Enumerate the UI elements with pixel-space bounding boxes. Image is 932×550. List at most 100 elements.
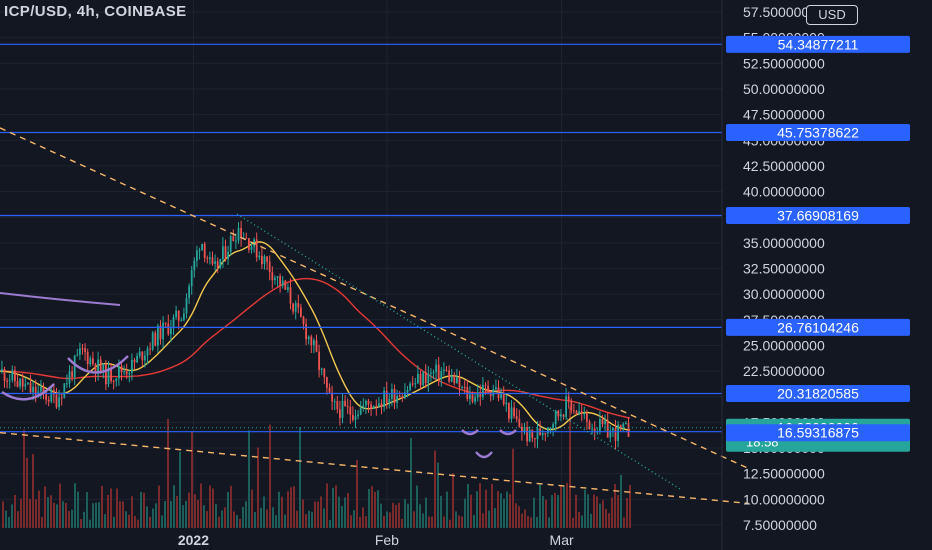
candle-body [281,280,284,286]
volume-bar [626,497,628,528]
volume-bar [509,493,511,528]
candle-body [294,303,297,312]
volume-bar [551,495,553,528]
candle-body [604,420,606,425]
volume-bar [467,483,469,528]
candle-body [305,323,307,340]
candle-body [336,401,339,410]
candle-body [346,406,349,408]
candle-body [146,348,149,356]
candle-body [16,381,19,387]
volume-bar [344,497,346,528]
candle-body [469,394,471,399]
volume-bar [113,516,115,528]
volume-bar [101,485,103,528]
price-tick-label: 52.50000000 [743,55,825,71]
volume-bar [590,513,592,528]
candle-body [508,402,510,419]
candle-body [206,258,209,260]
volume-bar [17,511,19,528]
price-tick-label: 47.50000000 [743,107,825,123]
candle-body [554,410,557,425]
volume-bar [506,491,508,528]
candle-body [593,428,596,433]
time-tick-label: Feb [375,532,399,548]
volume-bar [32,454,34,528]
candle-body [45,392,47,400]
candle-body [453,375,456,384]
price-tick-label: 57.50000000 [743,4,825,20]
volume-bar [206,511,208,528]
candle-body [461,386,463,388]
volume-bar [47,497,49,528]
volume-bar [233,511,235,528]
volume-bar [251,489,253,528]
candle-body [450,375,453,382]
candle-body [201,243,203,251]
volume-bar [11,504,13,528]
volume-bar [362,507,364,528]
volume-bar [68,511,70,528]
currency-button[interactable]: USD [806,5,858,25]
candle-body [99,359,102,372]
candle-body [575,411,578,414]
candle-body [144,355,146,361]
volume-bar [152,508,154,528]
candle-body [320,368,323,370]
volume-bar [404,499,406,528]
volume-bar [311,511,313,528]
volume-bar [149,516,151,528]
volume-bar [554,492,556,528]
volume-bar [59,483,61,528]
candle-body [622,423,625,428]
candle-body [383,390,385,407]
volume-bar [305,514,307,528]
candle-body [388,398,391,403]
volume-bar [596,496,598,528]
volume-bar [26,457,28,528]
candle-body [203,243,206,259]
volume-bar [422,513,424,528]
volume-bar [608,513,610,528]
level-label: 54.34877211 [778,36,859,52]
candle-body [302,316,305,324]
candle-body [500,393,502,399]
candle-body [94,363,97,373]
time-tick-label: 2022 [178,532,209,548]
volume-bar [284,514,286,528]
volume-bar [371,486,373,528]
volume-bar [215,504,217,528]
price-tick-label: 42.50000000 [743,158,825,174]
candle-body [349,407,352,415]
candle-body [164,322,167,324]
candle-body [112,381,115,383]
volume-bar [461,516,463,528]
volume-bar [452,473,454,528]
level-label-bg [726,384,910,402]
candle-body [1,368,3,372]
price-tick-label: 40.00000000 [743,184,825,200]
volume-bar [578,511,580,528]
volume-bar [140,491,142,528]
volume-bar [557,494,559,528]
volume-bar [542,495,544,528]
volume-bar [332,487,334,528]
candle-body [219,259,222,268]
volume-bar [161,515,163,528]
support-price-label-bg [726,424,910,442]
volume-bar [470,494,472,528]
candle-body [541,433,544,436]
volume-bar [473,515,475,528]
candle-body [354,416,357,420]
candle-body [328,387,331,393]
volume-bar [173,485,175,528]
candle-body [50,390,53,402]
volume-bar [296,510,298,528]
volume-bar [104,514,106,528]
volume-bar [440,495,442,528]
volume-bar [290,487,292,528]
candle-body [167,323,170,335]
volume-bar [80,519,82,528]
candle-body [578,411,580,414]
